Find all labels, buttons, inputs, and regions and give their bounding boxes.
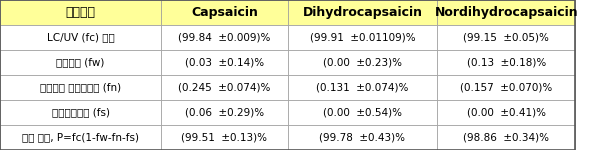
Text: (0.00  ±0.41)%: (0.00 ±0.41)% <box>466 108 546 117</box>
Text: 수분함량 (fw): 수분함량 (fw) <box>56 57 105 68</box>
Bar <box>437 25 575 50</box>
Text: 잔류유기용매 (fs): 잔류유기용매 (fs) <box>52 108 110 117</box>
Text: (98.86  ±0.34)%: (98.86 ±0.34)% <box>463 132 549 142</box>
Text: (0.245  ±0.074)%: (0.245 ±0.074)% <box>178 82 271 93</box>
Text: (0.00  ±0.23)%: (0.00 ±0.23)% <box>323 57 402 68</box>
Bar <box>288 0 437 25</box>
Text: 비휘발성 무기불순물 (fn): 비휘발성 무기불순물 (fn) <box>40 82 121 93</box>
Text: (0.03  ±0.14)%: (0.03 ±0.14)% <box>185 57 264 68</box>
Bar <box>288 100 437 125</box>
Text: (99.78  ±0.43)%: (99.78 ±0.43)% <box>320 132 406 142</box>
Bar <box>0 100 161 125</box>
Text: (0.157  ±0.070)%: (0.157 ±0.070)% <box>460 82 552 93</box>
Text: (99.51  ±0.13)%: (99.51 ±0.13)% <box>181 132 268 142</box>
Bar <box>161 100 288 125</box>
Text: (0.06  ±0.29)%: (0.06 ±0.29)% <box>185 108 264 117</box>
Bar <box>161 25 288 50</box>
Text: LC/UV (fc) 순도: LC/UV (fc) 순도 <box>47 33 114 42</box>
Bar <box>161 75 288 100</box>
Bar <box>288 125 437 150</box>
Bar <box>437 75 575 100</box>
Text: (99.91  ±0.01109)%: (99.91 ±0.01109)% <box>310 33 415 42</box>
Bar <box>161 125 288 150</box>
Text: Nordihydrocapsaicin: Nordihydrocapsaicin <box>435 6 578 19</box>
Text: (0.00  ±0.54)%: (0.00 ±0.54)% <box>323 108 402 117</box>
Bar <box>161 0 288 25</box>
Bar <box>437 50 575 75</box>
Bar <box>437 100 575 125</box>
Text: Dihydrocapsaicin: Dihydrocapsaicin <box>303 6 423 19</box>
Bar <box>0 125 161 150</box>
Text: (99.15  ±0.05)%: (99.15 ±0.05)% <box>464 33 549 42</box>
Text: (0.131  ±0.074)%: (0.131 ±0.074)% <box>316 82 408 93</box>
Bar <box>437 125 575 150</box>
Bar <box>288 50 437 75</box>
Text: (99.84  ±0.009)%: (99.84 ±0.009)% <box>178 33 271 42</box>
Text: Capsaicin: Capsaicin <box>191 6 258 19</box>
Bar <box>288 25 437 50</box>
Bar <box>288 75 437 100</box>
Text: (0.13  ±0.18)%: (0.13 ±0.18)% <box>466 57 546 68</box>
Bar <box>437 0 575 25</box>
Bar <box>0 0 161 25</box>
Bar <box>161 50 288 75</box>
Bar <box>0 50 161 75</box>
Bar <box>0 75 161 100</box>
Text: 최종 순도, P=fc(1-fw-fn-fs): 최종 순도, P=fc(1-fw-fn-fs) <box>22 132 139 142</box>
Text: 분석방법: 분석방법 <box>66 6 95 19</box>
Bar <box>0 25 161 50</box>
